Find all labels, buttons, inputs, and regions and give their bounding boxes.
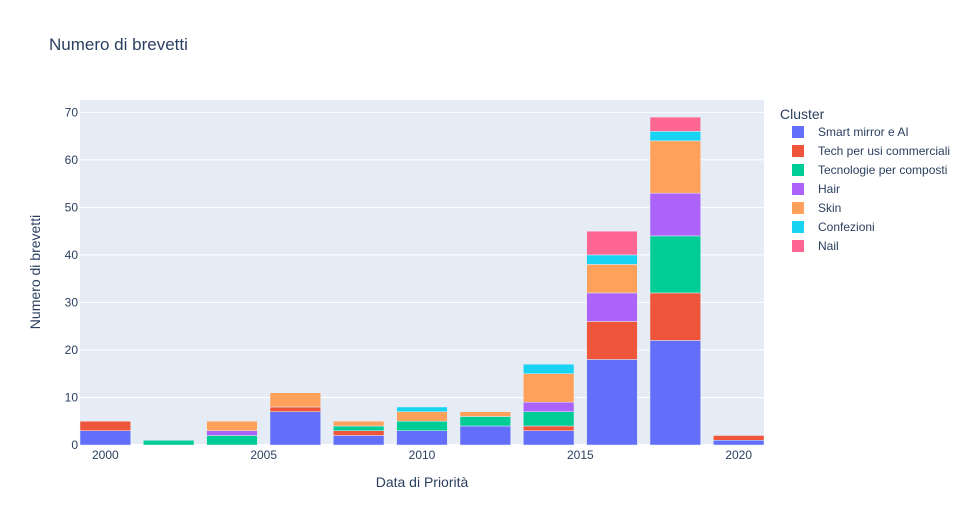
y-tick-label: 10 bbox=[65, 390, 79, 404]
bar-segment[interactable] bbox=[333, 431, 384, 436]
bar-segment[interactable] bbox=[523, 402, 574, 412]
bar-segment[interactable] bbox=[523, 374, 574, 403]
x-tick-label: 2015 bbox=[567, 448, 594, 462]
bar-segment[interactable] bbox=[650, 131, 701, 141]
bar-segment[interactable] bbox=[270, 412, 321, 445]
legend-label[interactable]: Tech per usi commerciali bbox=[818, 144, 950, 158]
y-tick-label: 40 bbox=[65, 248, 79, 262]
x-tick-label: 2020 bbox=[725, 448, 752, 462]
legend: Smart mirror e AI Tech per usi commercial… bbox=[792, 125, 950, 253]
bar-segment[interactable] bbox=[713, 440, 764, 445]
bar-segment[interactable] bbox=[650, 117, 701, 131]
bar-segment[interactable] bbox=[207, 431, 258, 436]
legend-label[interactable]: Skin bbox=[818, 201, 841, 215]
x-axis-title: Data di Priorità bbox=[376, 474, 469, 490]
bar-segment[interactable] bbox=[460, 426, 511, 445]
x-tick-label: 2000 bbox=[92, 448, 119, 462]
bar-segment[interactable] bbox=[270, 393, 321, 407]
legend-label[interactable]: Hair bbox=[818, 182, 840, 196]
bar-segment[interactable] bbox=[523, 431, 574, 445]
legend-label[interactable]: Confezioni bbox=[818, 220, 875, 234]
bar-segment[interactable] bbox=[650, 141, 701, 193]
bar-segment[interactable] bbox=[80, 431, 131, 445]
bar-segment[interactable] bbox=[333, 421, 384, 426]
bar-segment[interactable] bbox=[270, 407, 321, 412]
legend-swatch[interactable] bbox=[792, 202, 804, 214]
legend-swatch[interactable] bbox=[792, 164, 804, 176]
bar-segment[interactable] bbox=[207, 435, 258, 445]
bar-segment[interactable] bbox=[713, 435, 764, 440]
bar-segment[interactable] bbox=[587, 293, 638, 322]
bar-segment[interactable] bbox=[333, 435, 384, 445]
bar-segment[interactable] bbox=[460, 412, 511, 417]
y-tick-label: 60 bbox=[65, 153, 79, 167]
chart-title: Numero di brevetti bbox=[49, 35, 188, 54]
y-tick-label: 50 bbox=[65, 200, 79, 214]
legend-title: Cluster bbox=[780, 106, 825, 122]
x-ticks: 2000 2005 2010 2015 2020 bbox=[92, 448, 752, 462]
legend-swatch[interactable] bbox=[792, 126, 804, 138]
legend-label[interactable]: Nail bbox=[818, 239, 839, 253]
bar-segment[interactable] bbox=[523, 412, 574, 426]
bar-segment[interactable] bbox=[523, 426, 574, 431]
bar-segment[interactable] bbox=[397, 421, 448, 431]
bar-segment[interactable] bbox=[207, 421, 258, 431]
bar-segment[interactable] bbox=[143, 440, 194, 445]
legend-swatch[interactable] bbox=[792, 145, 804, 157]
y-ticks: 0 10 20 30 40 50 60 70 bbox=[65, 105, 79, 452]
bar-segment[interactable] bbox=[587, 231, 638, 255]
bar-segment[interactable] bbox=[587, 321, 638, 359]
bar-segment[interactable] bbox=[397, 412, 448, 422]
bar-segment[interactable] bbox=[587, 264, 638, 293]
bar-segment[interactable] bbox=[333, 426, 384, 431]
y-tick-label: 0 bbox=[71, 438, 78, 452]
bar-segment[interactable] bbox=[650, 193, 701, 236]
y-axis-title: Numero di brevetti bbox=[27, 215, 43, 329]
legend-swatch[interactable] bbox=[792, 240, 804, 252]
bar-segment[interactable] bbox=[587, 359, 638, 445]
legend-swatch[interactable] bbox=[792, 183, 804, 195]
bar-segment[interactable] bbox=[650, 236, 701, 293]
bar-segment[interactable] bbox=[650, 340, 701, 445]
bar-segment[interactable] bbox=[523, 364, 574, 374]
bar-segment[interactable] bbox=[587, 255, 638, 265]
legend-label[interactable]: Tecnologie per composti bbox=[818, 163, 947, 177]
y-tick-label: 70 bbox=[65, 105, 79, 119]
x-tick-label: 2010 bbox=[409, 448, 436, 462]
bar-segment[interactable] bbox=[460, 416, 511, 426]
legend-label[interactable]: Smart mirror e AI bbox=[818, 125, 909, 139]
y-tick-label: 20 bbox=[65, 343, 79, 357]
bar-segment[interactable] bbox=[397, 407, 448, 412]
bar-segment[interactable] bbox=[80, 421, 131, 431]
bar-segment[interactable] bbox=[397, 431, 448, 445]
legend-swatch[interactable] bbox=[792, 221, 804, 233]
x-tick-label: 2005 bbox=[250, 448, 277, 462]
y-tick-label: 30 bbox=[65, 295, 79, 309]
bar-segment[interactable] bbox=[650, 293, 701, 341]
